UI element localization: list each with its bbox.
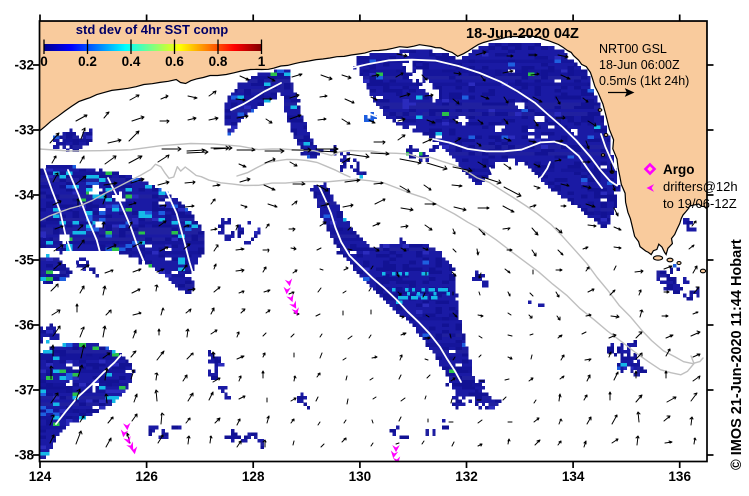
drifter-arrow-icon bbox=[646, 184, 655, 192]
x-axis-tick-label: 130 bbox=[349, 469, 372, 484]
sst-contour-9 bbox=[55, 354, 122, 425]
y-axis-tick-label: -32 bbox=[14, 58, 34, 73]
colorbar-tick-label: 0.2 bbox=[78, 54, 97, 69]
x-axis-tick-label: 128 bbox=[242, 469, 265, 484]
sst-contour-10 bbox=[600, 133, 617, 171]
sst-contour-1 bbox=[351, 107, 603, 189]
y-axis-tick-label: -33 bbox=[14, 123, 34, 138]
colorbar-tick-label: 0.6 bbox=[165, 54, 184, 69]
sst-contour-5 bbox=[67, 169, 107, 269]
argo-marker-icon bbox=[643, 162, 657, 176]
x-axis-tick-labels: 124 126 128 130 132 134 136 bbox=[29, 469, 692, 484]
current-vector-field bbox=[49, 50, 701, 448]
y-axis-tick-label: -38 bbox=[14, 448, 34, 463]
velocity-arrows bbox=[49, 50, 701, 448]
sst-stddev-cells-2b2bbd bbox=[39, 52, 634, 450]
y-axis-tick-label: -35 bbox=[14, 253, 34, 268]
bathymetry-contour-3 bbox=[236, 158, 351, 178]
colorbar-gradient bbox=[44, 44, 262, 51]
sst-contour-0 bbox=[346, 58, 622, 187]
map-title: 18-Jun-2020 04Z bbox=[466, 26, 579, 42]
plot-border bbox=[38, 20, 708, 463]
bathymetry-contour-1 bbox=[39, 142, 704, 365]
product-annotation: NRT00 GSL 18-Jun 06:00Z 0.5m/s (1kt 24h) bbox=[599, 42, 689, 97]
x-axis-tick-label: 134 bbox=[562, 469, 585, 484]
product-time: 18-Jun 06:00Z bbox=[599, 58, 680, 72]
plot-frame bbox=[33, 14, 714, 468]
x-axis-tick-label: 126 bbox=[135, 469, 158, 484]
drifter-label-1: drifters@12h bbox=[663, 179, 738, 194]
y-axis-tick-label: -36 bbox=[14, 318, 34, 333]
colorbar-tick-label: 0 bbox=[40, 54, 48, 69]
sst-contour-4 bbox=[43, 167, 77, 267]
sst-contour-8 bbox=[318, 185, 462, 383]
colorbar-title: std dev of 4hr SST comp bbox=[76, 22, 228, 37]
sst-contour-7 bbox=[165, 189, 196, 281]
colorbar-ticks bbox=[43, 39, 263, 54]
product-name: NRT00 GSL bbox=[599, 42, 667, 56]
bathymetry-contours bbox=[39, 142, 704, 376]
x-axis-tick-label: 124 bbox=[29, 469, 52, 484]
drifter-label-2: to 19/06-12Z bbox=[663, 196, 737, 211]
y-axis-tick-label: -34 bbox=[14, 188, 34, 203]
islands bbox=[597, 108, 707, 274]
colorbar-tick-label: 0.4 bbox=[122, 54, 141, 69]
imos-watermark: © IMOS 21-Jun-2020 11:44 Hobart bbox=[729, 239, 745, 470]
colorbar-tick-label: 1 bbox=[258, 54, 266, 69]
x-axis-tick-label: 132 bbox=[455, 469, 478, 484]
product-scale: 0.5m/s (1kt 24h) bbox=[599, 74, 689, 88]
axis-ticks bbox=[33, 14, 714, 468]
colorbar-tick-label: 0.8 bbox=[209, 54, 228, 69]
sst-contour-3 bbox=[230, 82, 282, 111]
reference-arrow bbox=[608, 88, 635, 97]
sst-contour-2 bbox=[489, 161, 551, 192]
sst-contours-white bbox=[43, 58, 622, 425]
y-axis-tick-labels: -32 -33 -34 -35 -36 -37 -38 bbox=[14, 58, 34, 463]
argo-label: Argo bbox=[663, 162, 695, 177]
y-axis-tick-label: -37 bbox=[14, 383, 34, 398]
x-axis-tick-label: 136 bbox=[668, 469, 691, 484]
colorbar: std dev of 4hr SST comp 0 0.2 0.4 0.6 0.8 1 bbox=[40, 22, 266, 69]
argo-legend: Argo drifters@12h to 19/06-12Z bbox=[643, 162, 738, 211]
bathymetry-contour-2 bbox=[39, 163, 695, 376]
